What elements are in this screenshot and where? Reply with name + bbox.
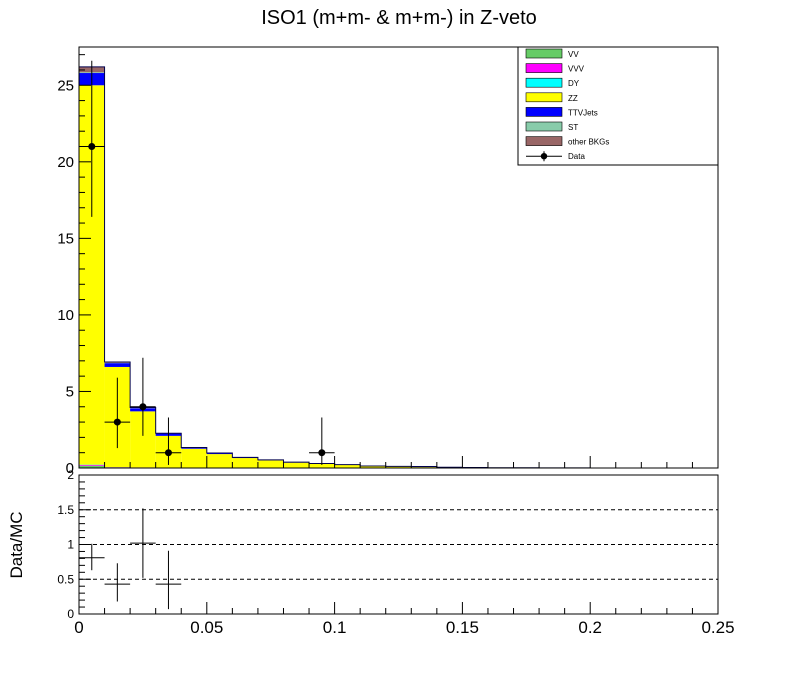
bar xyxy=(360,466,386,468)
legend-entry: ST xyxy=(525,121,578,132)
bar xyxy=(257,460,284,468)
bar xyxy=(385,466,412,468)
y-tick-label: 25 xyxy=(57,77,74,94)
data-point xyxy=(130,357,156,436)
y-tick-label: 10 xyxy=(57,307,74,324)
bar xyxy=(79,464,105,466)
legend-swatch xyxy=(525,63,563,73)
y-tick-label: 5 xyxy=(66,383,74,400)
legend-label: VV xyxy=(568,50,579,59)
ratio-y-tick-label: 1 xyxy=(67,538,74,552)
legend-swatch xyxy=(525,121,563,132)
legend-swatch xyxy=(525,107,563,117)
legend-swatch xyxy=(525,77,563,88)
legend-label: Data xyxy=(568,152,585,161)
ratio-frame xyxy=(78,474,719,615)
data-point xyxy=(104,377,131,449)
ratio-y-tick-label: 0 xyxy=(67,607,74,621)
legend-swatch xyxy=(525,92,563,103)
ratio-point xyxy=(104,563,131,602)
ratio-y-tick-label: 2 xyxy=(67,468,74,482)
bar xyxy=(104,363,131,367)
x-tick-label: 0.2 xyxy=(578,618,602,637)
main-plot: 0 5 10 15 20 25 xyxy=(57,46,719,477)
legend-label: other BKGs xyxy=(568,138,609,147)
bar xyxy=(181,447,207,449)
legend-entry: VVV xyxy=(525,63,585,74)
data-marker xyxy=(164,449,172,457)
x-tick-label: 0.25 xyxy=(701,618,734,637)
data-marker xyxy=(88,143,96,151)
legend-marker xyxy=(540,153,548,160)
legend-swatch xyxy=(525,136,563,146)
bar xyxy=(181,448,207,468)
main-frame xyxy=(78,46,719,469)
x-tick-label: 0.05 xyxy=(190,618,223,637)
bar xyxy=(206,454,233,468)
legend-entry: ZZ xyxy=(525,92,578,103)
legend-label: DY xyxy=(568,79,580,88)
x-tick-label: 0.1 xyxy=(323,618,347,637)
legend-entry: Data xyxy=(526,151,585,162)
x-tick-label: 0.15 xyxy=(446,618,479,637)
ratio-point xyxy=(79,543,105,571)
bar xyxy=(79,465,105,468)
legend-swatch xyxy=(525,48,563,59)
data-point xyxy=(155,417,182,465)
bar xyxy=(283,462,310,468)
ratio-y-tick-label: 0.5 xyxy=(57,572,74,586)
x-tick-label: 0 xyxy=(74,618,83,637)
y-tick-label: 0 xyxy=(66,460,74,477)
bar xyxy=(232,458,258,468)
data-marker xyxy=(113,418,121,426)
y-tick-label: 15 xyxy=(57,230,74,247)
legend-label: VVV xyxy=(568,65,585,74)
bar xyxy=(309,463,335,468)
legend-entry: TTVJets xyxy=(525,107,598,117)
legend-label: ST xyxy=(568,123,578,132)
data-marker xyxy=(139,403,147,411)
legend-label: ZZ xyxy=(568,94,578,103)
data-point xyxy=(79,60,105,217)
legend-label: TTVJets xyxy=(568,108,598,117)
ratio-plot: 0 0.5 1 1.5 2 Data/MC 0 0.05 0.1 0.15 0.2 0.25 xyxy=(7,468,735,637)
ratio-point xyxy=(155,550,182,610)
ratio-y-axis-label: Data/MC xyxy=(7,511,26,578)
data-point xyxy=(309,417,335,465)
data-marker xyxy=(318,449,326,457)
legend-entry: other BKGs xyxy=(525,136,609,147)
bar xyxy=(334,464,361,468)
ratio-point xyxy=(130,508,156,578)
legend-entry: VV xyxy=(525,48,579,59)
bar xyxy=(206,453,233,455)
series-vvv xyxy=(79,464,156,468)
legend-entry: DY xyxy=(525,77,580,88)
ratio-y-tick-label: 1.5 xyxy=(57,503,74,517)
chart-title: ISO1 (m+m- & m+m-) in Z-veto xyxy=(261,7,537,29)
y-tick-label: 20 xyxy=(57,154,74,171)
